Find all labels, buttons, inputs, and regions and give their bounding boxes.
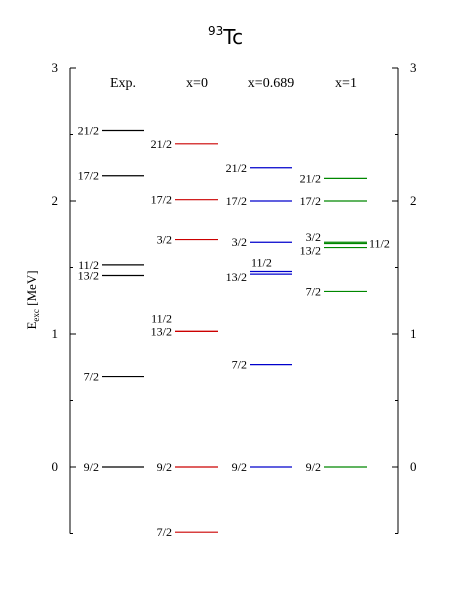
spin-label: 17/2 xyxy=(78,169,99,183)
y-tick-label-right: 0 xyxy=(410,459,417,474)
spin-label: 11/2 xyxy=(251,255,272,269)
spin-label: 11/2 xyxy=(151,311,172,325)
y-axis-label-symbol: E xyxy=(24,322,39,330)
level-columns: Exp.21/217/211/213/27/29/2x=021/217/23/2… xyxy=(78,76,390,539)
spin-label: 17/2 xyxy=(300,194,321,208)
column-header: x=1 xyxy=(335,76,357,91)
y-tick-label-right: 3 xyxy=(410,60,417,75)
y-tick-label-right: 2 xyxy=(410,193,417,208)
level-column: x=0 21/2 17/2 3/2 11/213/2 9/2 7/2 xyxy=(151,76,218,539)
spin-label: 17/2 xyxy=(151,193,172,207)
spin-label: 21/2 xyxy=(78,124,99,138)
y-axis-label-subscript: exc xyxy=(31,309,41,322)
spin-label: 9/2 xyxy=(232,460,247,474)
y-tick-label-right: 1 xyxy=(410,326,417,341)
spin-label: 7/2 xyxy=(157,525,172,539)
column-header: x=0 xyxy=(186,76,208,91)
level-column: Exp. 21/2 17/2 11/213/2 7/2 9/2 xyxy=(78,76,144,474)
spin-label: 21/2 xyxy=(226,161,247,175)
y-tick-label-left: 1 xyxy=(52,326,59,341)
y-tick-label-left: 3 xyxy=(52,60,59,75)
column-header: x=0.689 xyxy=(248,76,294,91)
spin-label: 9/2 xyxy=(84,460,99,474)
spin-label: 21/2 xyxy=(151,137,172,151)
spin-label: 11/2 xyxy=(78,258,99,272)
chart-title: 93Tc xyxy=(208,24,243,49)
spin-label: 7/2 xyxy=(232,358,247,372)
spin-label: 3/2 xyxy=(306,230,321,244)
spin-label: 13/2 xyxy=(151,324,172,338)
spin-label: 17/2 xyxy=(226,194,247,208)
spin-label: 9/2 xyxy=(157,460,172,474)
spin-label: 3/2 xyxy=(157,233,172,247)
level-column: x=1 21/2 17/2 3/2 11/2 13/2 7/2 9/2 xyxy=(300,76,390,474)
spin-label: 13/2 xyxy=(226,270,247,284)
axes: 0 0 1 1 2 2 3 3 xyxy=(52,60,417,534)
spin-label: 3/2 xyxy=(232,235,247,249)
spin-label: 7/2 xyxy=(84,370,99,384)
y-tick-label-left: 0 xyxy=(52,459,59,474)
spin-label: 9/2 xyxy=(306,460,321,474)
chart-title-mass-number: 93 xyxy=(208,24,223,38)
spin-label: 11/2 xyxy=(369,237,390,251)
y-axis-label: Eexc [MeV] xyxy=(24,270,41,329)
chart-title-element: Tc xyxy=(222,25,243,49)
spin-label: 21/2 xyxy=(300,171,321,185)
spin-label: 13/2 xyxy=(300,244,321,258)
column-header: Exp. xyxy=(110,76,136,91)
spin-label: 13/2 xyxy=(78,268,99,282)
spin-label: 7/2 xyxy=(306,284,321,298)
y-tick-label-left: 2 xyxy=(52,193,59,208)
level-column: x=0.689 21/2 17/2 3/2 11/2 13/2 7/2 9/2 xyxy=(226,76,295,474)
y-axis-label-unit: [MeV] xyxy=(24,270,39,309)
